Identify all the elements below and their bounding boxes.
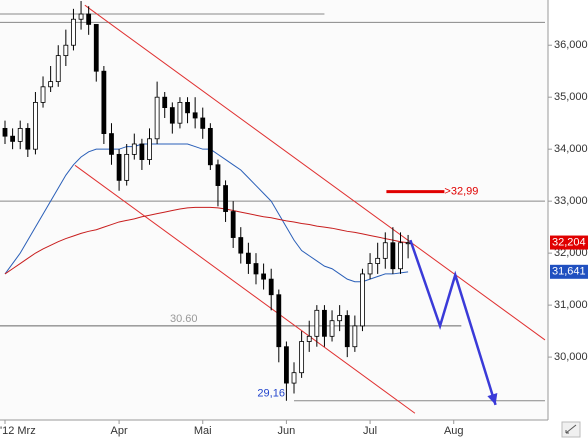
y-tick-label: 33,000 (554, 195, 588, 207)
price-box (550, 235, 588, 250)
icon-glyph[interactable] (565, 424, 577, 434)
price-label: 31,641 (552, 266, 586, 278)
candle-body (139, 143, 145, 160)
candle-body (276, 294, 282, 348)
candle-body (63, 44, 69, 57)
candle-body (25, 127, 31, 150)
candle-body (223, 185, 228, 212)
y-tick-label: 31,000 (554, 299, 588, 311)
candle-body (261, 273, 266, 280)
candle-body (147, 138, 152, 160)
candle-body (109, 133, 114, 155)
candle-body (124, 153, 130, 181)
candle-body (390, 242, 396, 270)
x-tick-label: '12 Mrz (0, 425, 36, 437)
candle-body (268, 278, 274, 296)
candle-body (86, 13, 92, 25)
candle-body (215, 164, 221, 186)
candle-body (48, 81, 54, 88)
plot-area (0, 0, 548, 420)
candle-body (245, 252, 251, 264)
candle-body (154, 96, 160, 140)
candle-body (192, 112, 198, 119)
candle-body (116, 153, 122, 181)
candle-body (322, 309, 327, 337)
candle-body (238, 237, 244, 254)
candle-body (169, 107, 175, 124)
candle-body (306, 335, 312, 342)
candle-body (375, 257, 381, 264)
annotation: 30.60 (170, 313, 198, 325)
candle-body (55, 55, 61, 83)
candle-body (314, 309, 320, 337)
price-label: 32,204 (552, 236, 586, 248)
candle-body (101, 70, 107, 134)
price-box (550, 264, 588, 279)
candle-body (17, 127, 23, 142)
candle-body (360, 273, 365, 327)
candle-body (382, 242, 388, 259)
y-tick-label: 35,000 (554, 91, 588, 103)
candle-body (78, 13, 84, 20)
settings-icon[interactable] (561, 421, 581, 438)
forecast-arrowhead (487, 393, 498, 405)
candle-body (367, 263, 373, 275)
candle-body (40, 86, 46, 103)
plot (0, 1, 546, 414)
candle-body (253, 263, 259, 275)
annotation: >32,99 (444, 186, 478, 198)
x-tick-label: Jul (363, 425, 377, 437)
candle-body (162, 96, 168, 108)
candle-body (2, 127, 8, 137)
y-tick-label: 36,000 (554, 39, 588, 51)
x-tick-label: Aug (444, 425, 464, 437)
candle-body (207, 127, 213, 166)
y-tick-label: 34,000 (554, 143, 588, 155)
candle-body (398, 242, 403, 270)
candle-body (284, 346, 289, 384)
trend-line (74, 164, 416, 414)
candle-body (352, 325, 358, 348)
candle-body (10, 135, 16, 142)
candle-body (131, 143, 137, 155)
x-tick-label: Mai (194, 425, 212, 437)
moving-average (4, 206, 409, 275)
candle-body (33, 102, 38, 150)
y-tick-label: 30,000 (554, 351, 588, 363)
annotation: 29,16 (257, 388, 285, 400)
x-tick-label: Apr (111, 425, 128, 437)
candle-body (329, 320, 335, 337)
candle-body (405, 242, 411, 245)
candle-body (291, 372, 297, 384)
candle-body (344, 315, 350, 348)
forecast-arrow (409, 239, 497, 406)
candle-body (185, 102, 190, 114)
candle-body (299, 341, 305, 374)
candle-body (200, 117, 206, 129)
x-tick-label: Jun (278, 425, 296, 437)
candle-body (71, 18, 76, 46)
moving-average (4, 143, 409, 283)
candle-body (230, 211, 236, 238)
candle-body (177, 102, 183, 124)
candle-body (337, 315, 343, 322)
trend-line (84, 4, 546, 341)
y-tick-label: 32,000 (554, 247, 588, 259)
candle-body (93, 24, 99, 72)
